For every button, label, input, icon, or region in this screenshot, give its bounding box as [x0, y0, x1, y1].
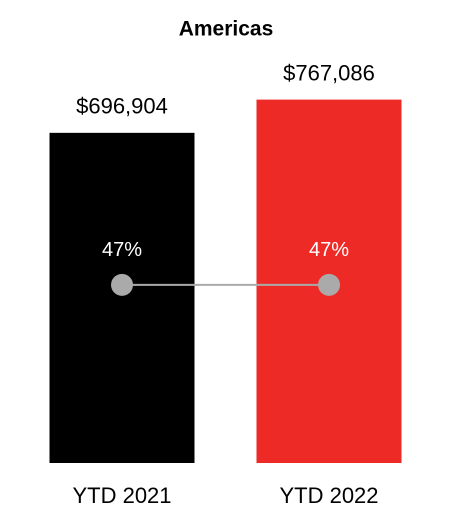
- x-tick-label: YTD 2021: [72, 483, 171, 508]
- point: [111, 273, 133, 296]
- point: [318, 273, 340, 296]
- value-label: $696,904: [76, 94, 168, 119]
- x-tick-label: YTD 2022: [279, 483, 378, 508]
- value-label: $767,086: [283, 60, 375, 85]
- bar: [49, 132, 195, 463]
- point-label: 47%: [102, 239, 142, 261]
- chart-title: Americas: [179, 18, 274, 41]
- point-label: 47%: [309, 239, 349, 261]
